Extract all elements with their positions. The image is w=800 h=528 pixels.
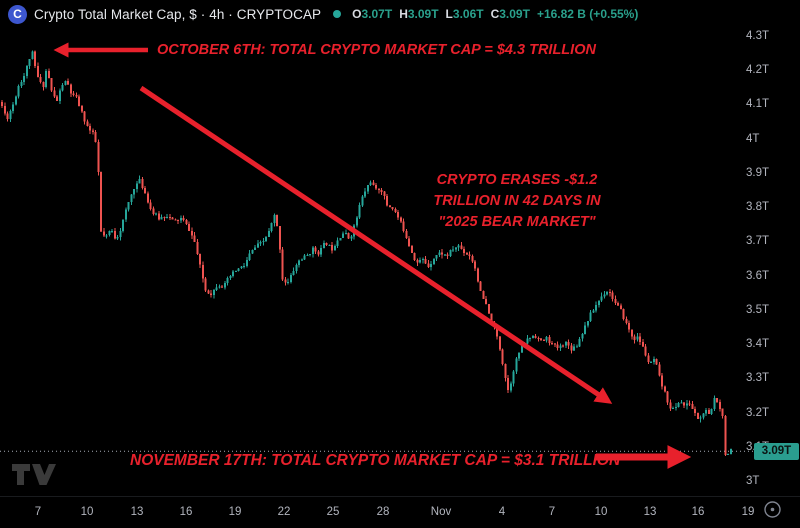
time-axis-label: 19 (228, 506, 242, 518)
chart-legend: C Crypto Total Market Cap, $ · 4h · CRYP… (8, 4, 638, 24)
annotation-october-peak[interactable]: OCTOBER 6TH: TOTAL CRYPTO MARKET CAP = $… (157, 42, 596, 58)
price-axis-label: 3T (746, 474, 760, 487)
low-value: L3.06T (445, 7, 484, 21)
time-axis-label: 16 (179, 506, 193, 518)
price-axis-label: 3.5T (746, 303, 770, 316)
last-price-badge: 3.09T (754, 443, 799, 461)
symbol-title[interactable]: Crypto Total Market Cap, $ · 4h · CRYPTO… (34, 6, 322, 22)
price-axis-label: 3.4T (746, 338, 770, 351)
time-axis-label: 16 (691, 506, 705, 518)
annotation-bear-market-line2: TRILLION IN 42 DAYS IN (433, 193, 601, 209)
annotation-bear-market-line3: "2025 BEAR MARKET" (438, 214, 596, 230)
open-value: O3.07T (352, 7, 393, 21)
price-axis-label: 3.8T (746, 201, 770, 214)
cryptocap-logo-icon: C (8, 4, 27, 24)
price-axis-label: 3.7T (746, 235, 770, 248)
time-axis-label: 28 (376, 506, 390, 518)
downtrend-arrow[interactable] (139, 85, 613, 404)
price-axis-label: 3.9T (746, 166, 770, 179)
time-axis-label: 25 (326, 506, 340, 518)
price-axis-label: 4.1T (746, 98, 770, 111)
annotation-bear-market[interactable]: CRYPTO ERASES -$1.2 TRILLION IN 42 DAYS … (403, 170, 631, 233)
annotation-november-low[interactable]: NOVEMBER 17TH: TOTAL CRYPTO MARKET CAP =… (130, 452, 621, 469)
time-axis-label: 10 (594, 506, 608, 518)
time-axis-label: 13 (130, 506, 144, 518)
time-axis-label: 13 (643, 506, 657, 518)
close-value: C3.09T (490, 7, 530, 21)
time-axis-label: 4 (498, 506, 506, 518)
price-axis-label: 3.6T (746, 269, 770, 282)
time-axis-label: 22 (277, 506, 291, 518)
ohlc-readout: O3.07T H3.09T L3.06T C3.09T +16.82 B (+0… (352, 7, 638, 21)
time-axis-label: 7 (548, 506, 556, 518)
price-axis-label: 4.3T (746, 30, 770, 42)
time-axis-label: 7 (34, 506, 42, 518)
time-axis-label: 10 (80, 506, 94, 518)
high-value: H3.09T (399, 7, 439, 21)
change-value: +16.82 B (+0.55%) (536, 7, 639, 21)
price-axis-label: 4T (746, 132, 760, 145)
axis-settings-icon[interactable] (762, 499, 783, 520)
time-axis-label: 19 (741, 506, 755, 518)
time-axis-label: Nov (430, 506, 452, 518)
annotation-bear-market-line1: CRYPTO ERASES -$1.2 (436, 172, 598, 188)
price-axis-label: 3.2T (746, 406, 770, 419)
tradingview-logo-icon (12, 464, 56, 485)
price-axis-label: 3.3T (746, 372, 770, 385)
time-axis-separator (0, 496, 800, 497)
market-status-dot-icon (333, 10, 342, 18)
price-axis-label: 4.2T (746, 64, 770, 77)
candlestick-series[interactable] (1, 50, 732, 456)
